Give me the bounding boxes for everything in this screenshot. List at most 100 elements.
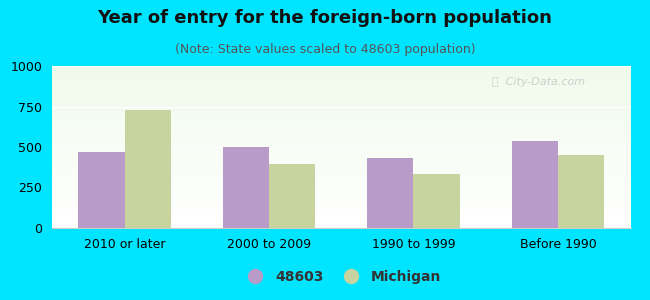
Bar <box>52 194 630 196</box>
Bar <box>52 129 630 131</box>
Bar <box>52 183 630 184</box>
Bar <box>52 134 630 136</box>
Bar <box>52 82 630 84</box>
Bar <box>52 90 630 92</box>
Bar <box>52 205 630 207</box>
Bar <box>52 226 630 228</box>
Bar <box>52 202 630 204</box>
Bar <box>52 179 630 181</box>
Bar <box>52 142 630 144</box>
Bar <box>52 189 630 191</box>
Bar <box>125 110 171 228</box>
Bar <box>52 69 630 71</box>
Bar <box>52 163 630 165</box>
Bar <box>52 168 630 170</box>
Bar <box>52 71 630 73</box>
Bar <box>52 115 630 116</box>
Bar <box>52 181 630 183</box>
Bar <box>52 85 630 87</box>
Bar <box>52 94 630 95</box>
Bar <box>512 140 558 228</box>
Text: ⓘ  City-Data.com: ⓘ City-Data.com <box>491 77 585 87</box>
Bar <box>52 111 630 113</box>
Bar <box>52 186 630 188</box>
Bar <box>52 132 630 134</box>
Bar <box>52 165 630 167</box>
Bar <box>558 155 605 228</box>
Bar <box>52 89 630 90</box>
Bar <box>223 147 269 228</box>
Bar <box>52 116 630 118</box>
Bar <box>52 184 630 186</box>
Bar <box>52 81 630 82</box>
Bar <box>52 221 630 223</box>
Bar <box>52 188 630 189</box>
Bar <box>52 113 630 115</box>
Bar <box>52 162 630 163</box>
Bar <box>52 76 630 77</box>
Bar <box>52 196 630 197</box>
Bar <box>52 110 630 111</box>
Legend: 48603, Michigan: 48603, Michigan <box>236 264 447 289</box>
Bar <box>52 139 630 140</box>
Bar <box>52 84 630 85</box>
Bar <box>52 212 630 213</box>
Bar <box>52 197 630 199</box>
Text: (Note: State values scaled to 48603 population): (Note: State values scaled to 48603 popu… <box>175 44 475 56</box>
Bar <box>269 164 315 228</box>
Bar <box>52 79 630 81</box>
Bar <box>367 158 413 228</box>
Bar <box>52 173 630 175</box>
Bar <box>52 77 630 79</box>
Bar <box>52 121 630 123</box>
Bar <box>52 119 630 121</box>
Bar <box>52 66 630 68</box>
Bar <box>52 200 630 202</box>
Bar <box>52 155 630 157</box>
Bar <box>52 204 630 205</box>
Bar <box>52 95 630 97</box>
Bar <box>52 126 630 128</box>
Bar <box>413 174 460 228</box>
Bar <box>52 98 630 100</box>
Bar <box>52 103 630 105</box>
Bar <box>52 158 630 160</box>
Bar <box>52 136 630 137</box>
Bar <box>52 175 630 176</box>
Bar <box>52 102 630 103</box>
Bar <box>52 146 630 147</box>
Bar <box>52 140 630 142</box>
Bar <box>52 223 630 225</box>
Text: Year of entry for the foreign-born population: Year of entry for the foreign-born popul… <box>98 9 552 27</box>
Bar <box>52 128 630 129</box>
Bar <box>52 68 630 69</box>
Bar <box>52 225 630 226</box>
Bar <box>52 207 630 208</box>
Bar <box>52 150 630 152</box>
Bar <box>52 74 630 76</box>
Bar <box>52 167 630 168</box>
Bar <box>52 106 630 108</box>
Bar <box>52 154 630 155</box>
Bar <box>52 105 630 106</box>
Bar <box>52 118 630 119</box>
Bar <box>52 213 630 215</box>
Bar <box>52 108 630 110</box>
Bar <box>52 160 630 162</box>
Bar <box>52 170 630 171</box>
Bar <box>52 171 630 173</box>
Bar <box>52 208 630 210</box>
Bar <box>52 199 630 200</box>
Bar <box>52 92 630 94</box>
Bar <box>52 220 630 221</box>
Bar <box>52 157 630 158</box>
Bar <box>52 191 630 192</box>
Bar <box>52 192 630 194</box>
Bar <box>52 217 630 218</box>
Bar <box>52 147 630 148</box>
Bar <box>78 152 125 228</box>
Bar <box>52 215 630 217</box>
Bar <box>52 123 630 124</box>
Bar <box>52 100 630 102</box>
Bar <box>52 218 630 220</box>
